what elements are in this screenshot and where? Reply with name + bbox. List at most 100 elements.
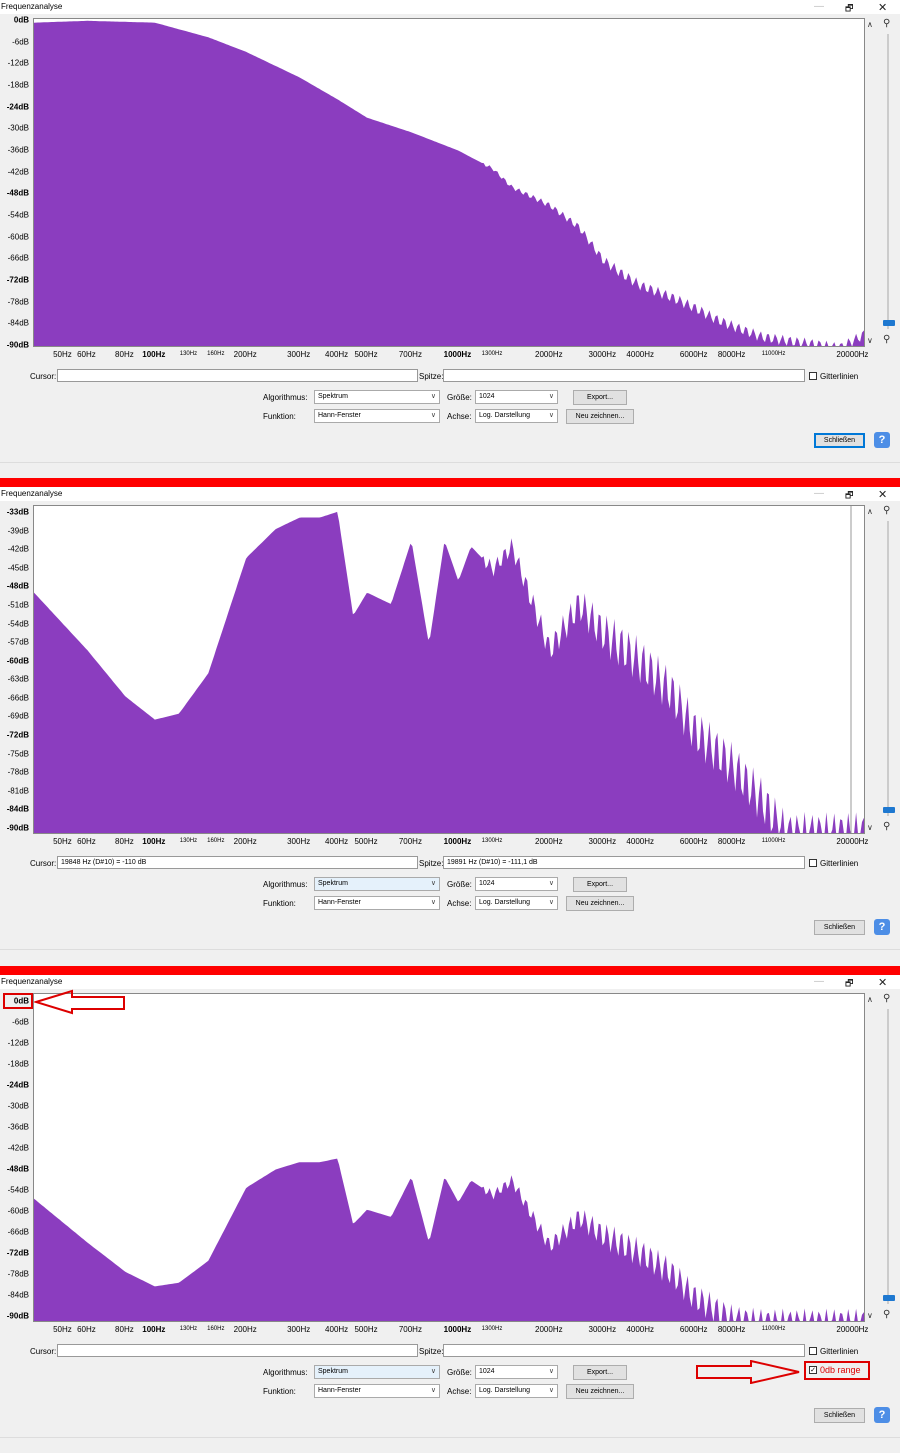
zoom-out-icon[interactable]: ⚲	[883, 334, 891, 345]
peak-field[interactable]	[443, 1344, 805, 1357]
maximize-button[interactable]: 🗗	[845, 978, 854, 988]
x-tick-label: 6000Hz	[679, 837, 708, 846]
zoom-in-icon[interactable]: ⚲	[883, 505, 891, 516]
chevron-up-icon[interactable]: ∧	[867, 507, 873, 516]
algorithm-select[interactable]: Spektrum ∨	[314, 1365, 440, 1379]
help-icon[interactable]: ?	[874, 432, 890, 448]
redraw-button[interactable]: Neu zeichnen...	[566, 409, 634, 424]
status-bar	[0, 1437, 900, 1452]
title-bar[interactable]: Frequenzanalyse — 🗗 ✕	[0, 0, 900, 14]
chevron-down-icon[interactable]: ∨	[867, 336, 873, 345]
spectrum-plot[interactable]	[33, 505, 865, 834]
chevron-down-icon: ∨	[430, 1368, 436, 1375]
close-dialog-button[interactable]: Schließen	[814, 920, 865, 935]
axis-select[interactable]: Log. Darstellung ∨	[475, 409, 558, 423]
grid-checkbox[interactable]	[809, 859, 817, 867]
grid-checkbox[interactable]	[809, 1347, 817, 1355]
status-bar	[0, 462, 900, 477]
zoom-slider-thumb[interactable]	[883, 1295, 895, 1301]
export-button[interactable]: Export...	[573, 1365, 627, 1380]
function-select[interactable]: Hann-Fenster ∨	[314, 409, 440, 423]
redraw-button[interactable]: Neu zeichnen...	[566, 1384, 634, 1399]
x-tick-label: 500Hz	[354, 350, 378, 359]
chevron-up-icon[interactable]: ∧	[867, 995, 873, 1004]
title-bar[interactable]: Frequenzanalyse — 🗗 ✕	[0, 975, 900, 989]
size-select[interactable]: 1024 ∨	[475, 1365, 558, 1379]
grid-checkbox[interactable]	[809, 372, 817, 380]
maximize-button[interactable]: 🗗	[845, 3, 854, 13]
axis-select[interactable]: Log. Darstellung ∨	[475, 896, 558, 910]
title-bar[interactable]: Frequenzanalyse — 🗗 ✕	[0, 487, 900, 501]
close-button[interactable]: ✕	[878, 489, 888, 501]
cursor-field[interactable]: 19848 Hz (D#10) = -110 dB	[57, 856, 418, 869]
x-tick-label: 200Hz	[233, 350, 257, 359]
y-tick-label: -75dB	[7, 749, 29, 759]
x-tick-label: 4000Hz	[626, 350, 655, 359]
zoom-slider-track[interactable]	[887, 34, 889, 329]
algorithm-select[interactable]: Spektrum ∨	[314, 390, 440, 404]
minimize-button[interactable]: —	[814, 488, 824, 499]
cursor-field[interactable]	[57, 369, 418, 382]
y-tick-label: -66dB	[7, 1227, 29, 1237]
y-tick-label: -78dB	[7, 1269, 29, 1279]
x-tick-label: 500Hz	[354, 1325, 378, 1334]
zoom-slider-thumb[interactable]	[883, 320, 895, 326]
peak-field[interactable]	[443, 369, 805, 382]
annotation-arrow-left	[34, 989, 125, 1015]
zoom-slider-track[interactable]	[887, 521, 889, 816]
size-value: 1024	[479, 393, 495, 400]
window-title: Frequenzanalyse	[1, 977, 63, 986]
zoom-in-icon[interactable]: ⚲	[883, 993, 891, 1004]
zoom-out-icon[interactable]: ⚲	[883, 1309, 891, 1320]
x-tick-label: 6000Hz	[679, 350, 708, 359]
export-button[interactable]: Export...	[573, 877, 627, 892]
x-tick-label: 3000Hz	[588, 837, 617, 846]
algorithm-select[interactable]: Spektrum ∨	[314, 877, 440, 891]
close-dialog-button[interactable]: Schließen	[814, 433, 865, 448]
chevron-down-icon: ∨	[548, 880, 554, 887]
size-label: Größe:	[447, 880, 472, 889]
zoom-column: ∧ ⚲ ∨ ⚲	[866, 501, 895, 836]
help-icon[interactable]: ?	[874, 919, 890, 935]
zoom-slider-track[interactable]	[887, 1009, 889, 1304]
chevron-down-icon[interactable]: ∨	[867, 823, 873, 832]
chevron-down-icon: ∨	[548, 393, 554, 400]
algorithm-value: Spektrum	[318, 1368, 348, 1375]
peak-field[interactable]: 19891 Hz (D#10) = -111,1 dB	[443, 856, 805, 869]
y-tick-label: -72dB	[6, 275, 29, 285]
cursor-field[interactable]	[57, 1344, 418, 1357]
chevron-down-icon: ∨	[548, 899, 554, 906]
x-tick-label: 2000Hz	[535, 837, 563, 846]
function-select[interactable]: Hann-Fenster ∨	[314, 1384, 440, 1398]
maximize-button[interactable]: 🗗	[845, 490, 854, 500]
axis-select[interactable]: Log. Darstellung ∨	[475, 1384, 558, 1398]
chevron-down-icon[interactable]: ∨	[867, 1311, 873, 1320]
chevron-up-icon[interactable]: ∧	[867, 20, 873, 29]
spectrum-plot[interactable]	[33, 993, 865, 1322]
close-button[interactable]: ✕	[878, 2, 888, 14]
minimize-button[interactable]: —	[814, 1, 824, 12]
x-axis: 50Hz 60Hz 80Hz 100Hz 130Hz 160Hz 200Hz 300Hz 400…	[33, 836, 868, 848]
export-button[interactable]: Export...	[573, 390, 627, 405]
help-icon[interactable]: ?	[874, 1407, 890, 1423]
size-select[interactable]: 1024 ∨	[475, 877, 558, 891]
x-tick-label: 8000Hz	[717, 837, 746, 846]
zero-db-range-checkbox[interactable]: ✓	[809, 1366, 817, 1374]
y-tick-label: -42dB	[7, 1143, 29, 1153]
zoom-in-icon[interactable]: ⚲	[883, 18, 891, 29]
zoom-slider-thumb[interactable]	[883, 807, 895, 813]
close-dialog-button[interactable]: Schließen	[814, 1408, 865, 1423]
chevron-down-icon: ∨	[430, 393, 436, 400]
redraw-button[interactable]: Neu zeichnen...	[566, 896, 634, 911]
x-tick-label: 50Hz	[53, 350, 72, 359]
y-tick-label: -60dB	[7, 232, 29, 242]
spectrum-plot[interactable]	[33, 18, 865, 347]
x-tick-label: 160Hz	[207, 838, 225, 844]
function-select[interactable]: Hann-Fenster ∨	[314, 896, 440, 910]
x-tick-label: 50Hz	[53, 837, 72, 846]
spectrum-chart	[34, 20, 864, 346]
size-select[interactable]: 1024 ∨	[475, 390, 558, 404]
minimize-button[interactable]: —	[814, 976, 824, 987]
zoom-out-icon[interactable]: ⚲	[883, 821, 891, 832]
close-button[interactable]: ✕	[878, 977, 888, 989]
